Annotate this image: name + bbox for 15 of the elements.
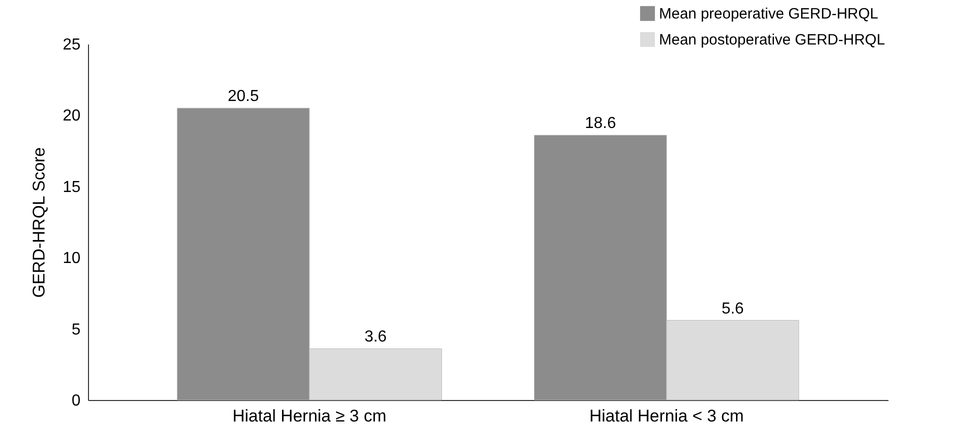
y-axis-title: GERD-HRQL Score xyxy=(30,147,49,298)
y-tick-label: 20 xyxy=(62,108,81,125)
y-tick-label: 5 xyxy=(72,321,81,338)
data-label: 18.6 xyxy=(584,115,616,132)
y-tick-label: 15 xyxy=(62,178,81,196)
x-tick-label: Hiatal Hernia ≥ 3 cm xyxy=(232,406,386,426)
y-tick-label: 10 xyxy=(62,250,81,268)
y-tick-label: 25 xyxy=(62,36,81,54)
y-tick-label: 0 xyxy=(72,392,81,410)
x-tick-label: Hiatal Hernia < 3 cm xyxy=(589,406,744,426)
data-label: 5.6 xyxy=(722,300,744,318)
data-label: 20.5 xyxy=(228,88,259,106)
legend-label: Mean preoperative GERD-HRQL xyxy=(659,6,878,22)
legend-label: Mean postoperative GERD-HRQL xyxy=(659,32,885,48)
data-label: 3.6 xyxy=(364,328,387,346)
